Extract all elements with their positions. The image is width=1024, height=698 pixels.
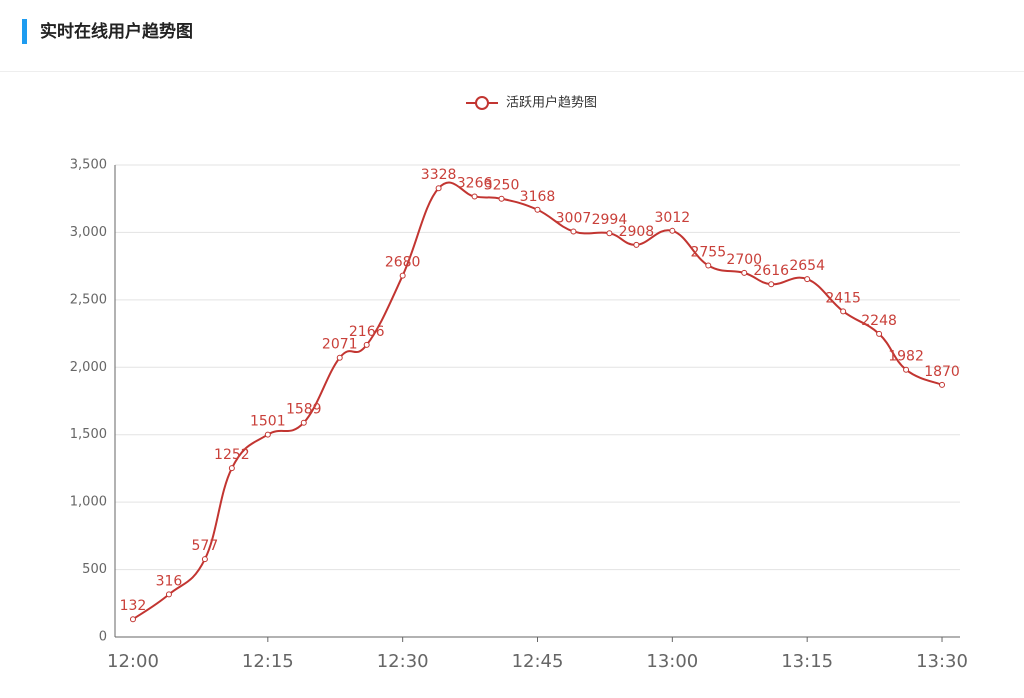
data-label: 1982 [888, 349, 924, 365]
data-label: 3266 [457, 176, 493, 192]
x-tick-label: 13:00 [646, 651, 698, 672]
y-tick-label: 1,000 [70, 495, 107, 510]
x-tick-label: 12:45 [512, 651, 564, 672]
y-tick-label: 3,500 [70, 158, 107, 173]
data-label: 2616 [753, 263, 789, 279]
x-tick-label: 13:15 [781, 651, 833, 672]
data-label: 2908 [619, 224, 655, 240]
data-label: 2654 [789, 258, 825, 274]
data-label: 2755 [690, 244, 726, 260]
data-point [435, 185, 442, 192]
data-label: 2071 [322, 337, 358, 353]
legend-marker [475, 96, 489, 110]
data-point [903, 366, 910, 373]
data-label: 3007 [556, 210, 592, 226]
data-label: 1589 [286, 402, 322, 418]
data-point [606, 230, 613, 237]
y-tick-label: 2,000 [70, 360, 107, 375]
data-point [876, 330, 883, 337]
data-point [534, 206, 541, 213]
data-label: 132 [120, 598, 147, 614]
y-tick-label: 3,000 [70, 225, 107, 240]
series-line [132, 181, 943, 621]
data-label: 577 [192, 538, 219, 554]
data-label: 3168 [520, 189, 556, 205]
data-point [741, 269, 748, 276]
panel-title: 实时在线用户趋势图 [40, 21, 193, 42]
data-point [705, 262, 712, 269]
data-label: 2994 [592, 212, 628, 228]
data-label: 1870 [924, 364, 960, 380]
data-label: 3250 [484, 178, 520, 194]
x-tick-label: 13:30 [916, 651, 968, 672]
data-point [471, 193, 478, 200]
data-point [570, 228, 577, 235]
data-point [399, 272, 406, 279]
y-tick-label: 2,500 [70, 292, 107, 307]
data-label: 3328 [421, 167, 457, 183]
data-label: 2248 [861, 313, 897, 329]
data-point [840, 308, 847, 315]
data-point [804, 276, 811, 283]
data-point [939, 381, 946, 388]
data-label: 3012 [655, 210, 691, 226]
title-accent [22, 19, 27, 44]
data-point [228, 465, 235, 472]
y-tick-label: 1,500 [70, 427, 107, 442]
data-point [165, 591, 172, 598]
data-point [498, 195, 505, 202]
x-tick-label: 12:00 [107, 651, 159, 672]
data-point [669, 227, 676, 234]
data-point [633, 241, 640, 248]
data-label: 316 [156, 573, 183, 589]
legend-label: 活跃用户趋势图 [506, 95, 597, 111]
data-label: 1501 [250, 414, 286, 430]
data-point [768, 281, 775, 288]
data-point [264, 431, 271, 438]
x-tick-label: 12:30 [377, 651, 429, 672]
data-label: 2166 [349, 324, 385, 340]
data-label: 2680 [385, 255, 421, 271]
data-point [300, 419, 307, 426]
data-label: 1252 [214, 447, 250, 463]
data-label: 2415 [825, 290, 861, 306]
data-point [201, 556, 208, 563]
data-point [129, 616, 136, 623]
data-point [336, 354, 343, 361]
y-tick-label: 500 [82, 562, 107, 577]
data-point [363, 341, 370, 348]
data-label: 2700 [726, 252, 762, 268]
x-tick-label: 12:15 [242, 651, 294, 672]
y-tick-label: 0 [99, 630, 107, 645]
